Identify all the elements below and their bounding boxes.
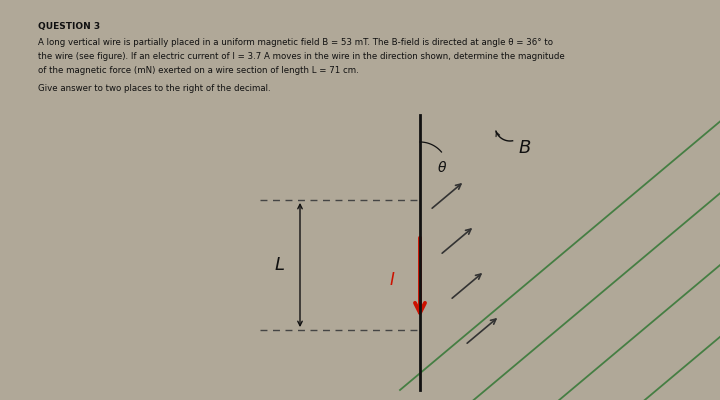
Text: I: I bbox=[390, 271, 395, 289]
Text: of the magnetic force (mN) exerted on a wire section of length L = 71 cm.: of the magnetic force (mN) exerted on a … bbox=[38, 66, 359, 75]
Text: B: B bbox=[519, 139, 531, 157]
Text: the wire (see figure). If an electric current of I = 3.7 A moves in the wire in : the wire (see figure). If an electric cu… bbox=[38, 52, 564, 61]
Text: L: L bbox=[275, 256, 285, 274]
Text: QUESTION 3: QUESTION 3 bbox=[38, 22, 100, 31]
Text: Give answer to two places to the right of the decimal.: Give answer to two places to the right o… bbox=[38, 84, 271, 93]
Text: θ: θ bbox=[438, 161, 446, 175]
Text: A long vertical wire is partially placed in a uniform magnetic field B = 53 mT. : A long vertical wire is partially placed… bbox=[38, 38, 553, 47]
